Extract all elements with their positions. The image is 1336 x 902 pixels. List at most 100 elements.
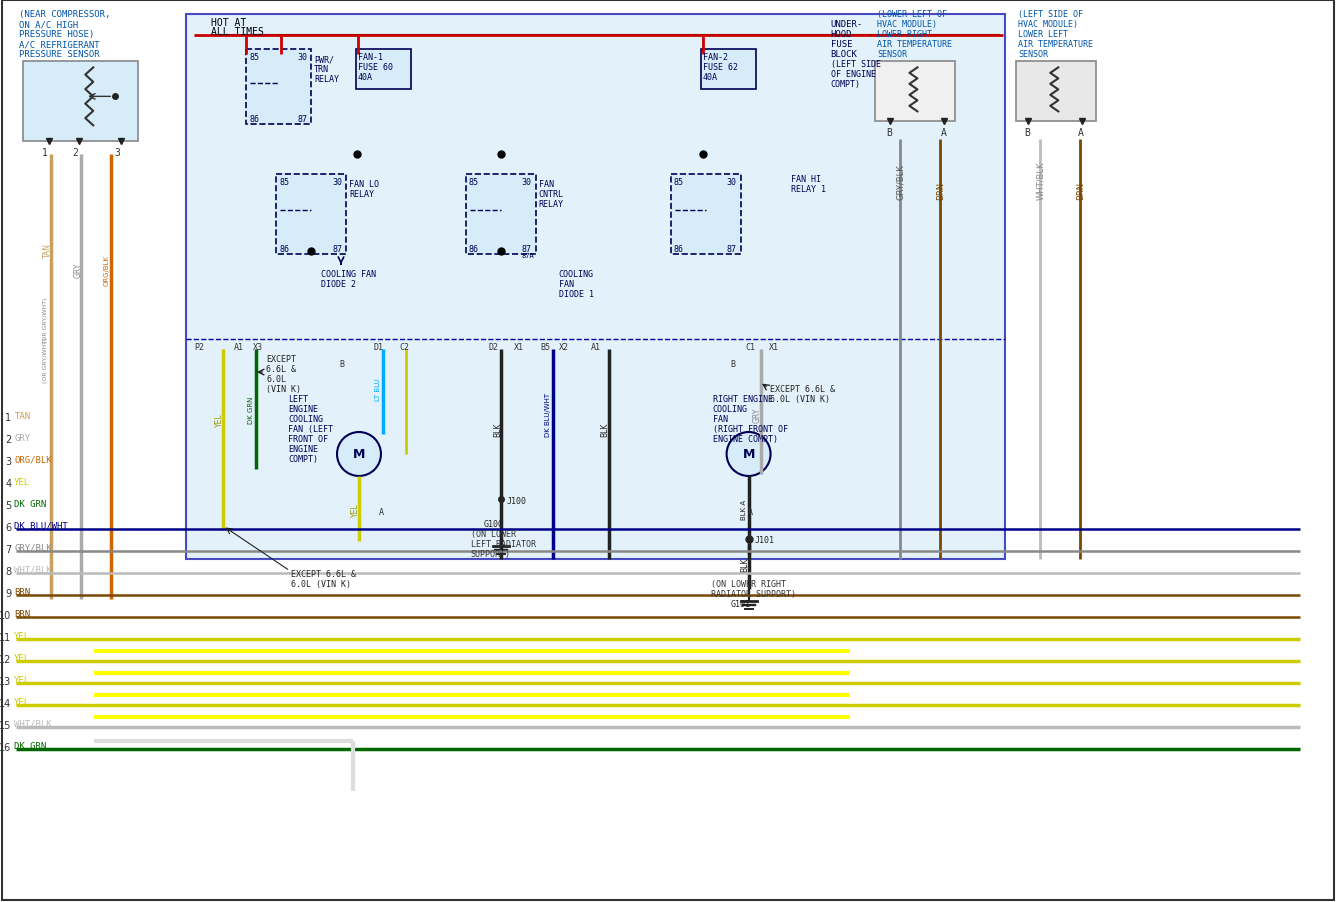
- Text: ENGINE: ENGINE: [289, 405, 318, 414]
- Text: WHT/BLK: WHT/BLK: [15, 566, 52, 575]
- Text: B: B: [1025, 128, 1030, 138]
- Text: ALL TIMES: ALL TIMES: [211, 27, 265, 37]
- Text: BLK: BLK: [493, 422, 502, 437]
- Text: 40A: 40A: [703, 73, 717, 82]
- Text: 1: 1: [5, 412, 11, 422]
- Bar: [355, 51, 411, 90]
- Bar: [277, 175, 346, 255]
- Text: X1: X1: [768, 343, 779, 352]
- Text: 30: 30: [297, 53, 307, 62]
- Text: CNTRL: CNTRL: [538, 190, 564, 199]
- Text: DK BLU/WHT: DK BLU/WHT: [15, 521, 68, 530]
- Text: 86: 86: [248, 115, 259, 124]
- Text: EXCEPT 6.6L &: EXCEPT 6.6L &: [291, 569, 357, 578]
- Text: (LOWER LEFT OF: (LOWER LEFT OF: [878, 11, 947, 20]
- Text: (VIN K): (VIN K): [266, 384, 301, 393]
- Text: YEL: YEL: [351, 502, 359, 516]
- Text: 11: 11: [0, 632, 11, 642]
- Text: SUPPORT): SUPPORT): [470, 549, 510, 558]
- Text: J101: J101: [755, 535, 775, 544]
- Text: ON A/C HIGH: ON A/C HIGH: [19, 21, 79, 30]
- Text: TAN: TAN: [15, 411, 31, 420]
- Text: 86: 86: [279, 245, 289, 254]
- Text: SENSOR: SENSOR: [878, 51, 907, 60]
- Text: EXCEPT: EXCEPT: [266, 354, 297, 364]
- Bar: [186, 15, 1005, 559]
- Text: FAN-2: FAN-2: [703, 53, 728, 62]
- Text: COOLING FAN: COOLING FAN: [321, 270, 375, 279]
- Text: (OR GRY/WHT): (OR GRY/WHT): [43, 297, 48, 343]
- Text: A: A: [1078, 128, 1083, 138]
- Text: 87: 87: [727, 245, 736, 254]
- Text: P2: P2: [194, 343, 204, 352]
- Text: COOLING: COOLING: [712, 405, 748, 414]
- Text: D1: D1: [374, 343, 383, 352]
- Text: A1: A1: [234, 343, 244, 352]
- Text: B: B: [887, 128, 892, 138]
- Text: X3: X3: [253, 343, 263, 352]
- Text: UNDER-: UNDER-: [831, 21, 863, 30]
- Text: A: A: [748, 508, 752, 516]
- Text: FAN (LEFT: FAN (LEFT: [289, 425, 333, 434]
- Text: SENSOR: SENSOR: [1018, 51, 1049, 60]
- Text: D2: D2: [489, 343, 498, 352]
- Text: B5: B5: [541, 343, 550, 352]
- Text: (RIGHT FRONT OF: (RIGHT FRONT OF: [712, 425, 788, 434]
- Text: BLK A: BLK A: [740, 500, 747, 520]
- Text: FUSE 62: FUSE 62: [703, 63, 737, 72]
- Text: C1: C1: [745, 343, 756, 352]
- Text: X1: X1: [514, 343, 524, 352]
- Text: LEFT RADIATOR: LEFT RADIATOR: [470, 539, 536, 548]
- Text: RIGHT ENGINE: RIGHT ENGINE: [712, 394, 772, 403]
- Bar: [466, 175, 536, 255]
- Bar: [1017, 62, 1097, 122]
- Text: A1: A1: [591, 343, 601, 352]
- Text: FAN LO: FAN LO: [349, 180, 379, 189]
- Text: 3: 3: [115, 148, 120, 158]
- Text: AIR TEMPERATURE: AIR TEMPERATURE: [878, 41, 953, 50]
- Text: 7: 7: [5, 544, 11, 555]
- Text: (LEFT SIDE OF: (LEFT SIDE OF: [1018, 11, 1083, 20]
- Text: G100: G100: [484, 520, 504, 529]
- Text: B: B: [339, 360, 343, 369]
- Text: BLK: BLK: [601, 422, 609, 437]
- Text: PRESSURE HOSE): PRESSURE HOSE): [19, 31, 95, 40]
- Text: YEL: YEL: [15, 653, 31, 662]
- Text: 2: 2: [72, 148, 79, 158]
- Text: DIODE 2: DIODE 2: [321, 280, 355, 289]
- Text: G101: G101: [731, 599, 751, 608]
- Text: DK GRN: DK GRN: [15, 741, 47, 750]
- Text: 85: 85: [248, 53, 259, 62]
- Text: TRN: TRN: [314, 65, 329, 74]
- Text: OF ENGINE: OF ENGINE: [831, 70, 875, 79]
- Text: FAN: FAN: [712, 415, 728, 424]
- Text: BLK: BLK: [740, 557, 749, 572]
- Text: RADIATOR SUPPORT): RADIATOR SUPPORT): [711, 589, 796, 598]
- Text: (NEAR COMPRESSOR,: (NEAR COMPRESSOR,: [19, 11, 111, 20]
- Text: 87: 87: [297, 115, 307, 124]
- Bar: [700, 51, 756, 90]
- Text: LT BLU: LT BLU: [375, 378, 381, 401]
- Text: M: M: [743, 448, 755, 461]
- Text: M: M: [353, 448, 365, 461]
- Text: ORG/BLK: ORG/BLK: [15, 456, 52, 465]
- Text: GRY: GRY: [752, 407, 762, 422]
- Text: AIR TEMPERATURE: AIR TEMPERATURE: [1018, 41, 1093, 50]
- Text: GRY: GRY: [15, 434, 31, 443]
- Text: BRN: BRN: [15, 609, 31, 618]
- Text: YEL: YEL: [15, 631, 31, 640]
- Text: FAN: FAN: [538, 180, 554, 189]
- Text: 15: 15: [0, 720, 11, 730]
- Text: COOLING: COOLING: [558, 270, 593, 279]
- Text: (ON LOWER RIGHT: (ON LOWER RIGHT: [711, 579, 786, 588]
- Text: ENGINE: ENGINE: [289, 445, 318, 454]
- Bar: [23, 62, 138, 143]
- Text: FUSE: FUSE: [831, 41, 852, 50]
- Text: FAN: FAN: [558, 280, 573, 289]
- Text: WHT/BLK: WHT/BLK: [15, 719, 52, 728]
- Text: HOT AT: HOT AT: [211, 18, 246, 28]
- Text: (LEFT SIDE: (LEFT SIDE: [831, 60, 880, 69]
- Text: 5: 5: [5, 501, 11, 511]
- Text: BRN: BRN: [937, 182, 946, 200]
- Text: PRESSURE SENSOR: PRESSURE SENSOR: [19, 51, 100, 60]
